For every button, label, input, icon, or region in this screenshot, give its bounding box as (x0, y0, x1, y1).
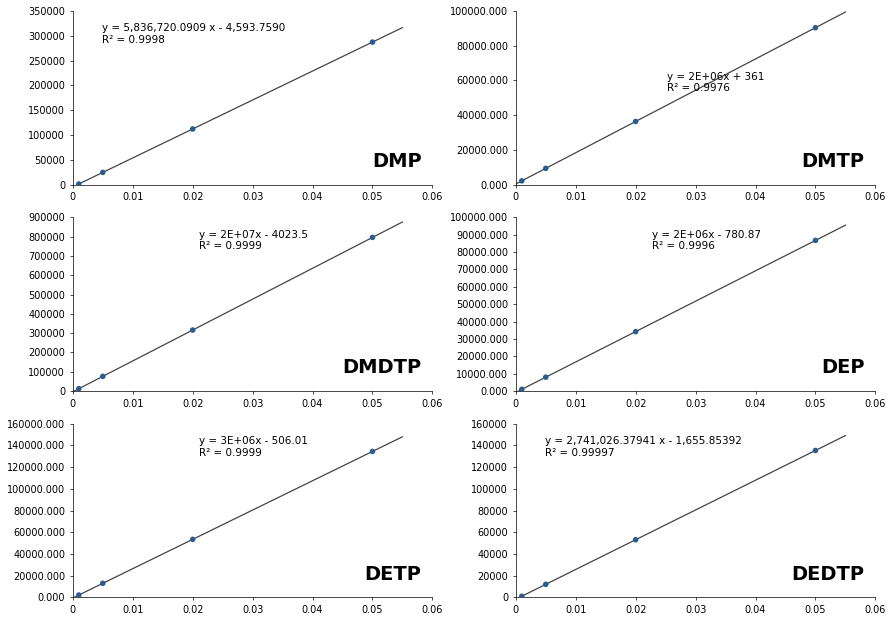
Point (96, 578, 110, 588)
Point (365, 447, 380, 457)
Point (808, 23, 822, 33)
Point (629, 535, 643, 545)
Point (186, 124, 200, 134)
Text: DETP: DETP (364, 565, 421, 583)
Point (629, 327, 643, 337)
Point (629, 116, 643, 126)
Text: y = 2E+06x - 780.87
R² = 0.9996: y = 2E+06x - 780.87 R² = 0.9996 (653, 230, 762, 251)
Point (96, 371, 110, 381)
Point (514, 592, 529, 601)
Text: DMTP: DMTP (802, 152, 864, 170)
Point (514, 176, 529, 186)
Point (365, 37, 380, 47)
Point (808, 236, 822, 246)
Point (186, 534, 200, 544)
Point (96, 167, 110, 177)
Text: DMP: DMP (372, 152, 421, 170)
Text: DEDTP: DEDTP (791, 565, 864, 583)
Point (71, 384, 86, 394)
Text: y = 2E+06x + 361
R² = 0.9976: y = 2E+06x + 361 R² = 0.9976 (667, 72, 764, 93)
Text: y = 5,836,720.0909 x - 4,593.7590
R² = 0.9998: y = 5,836,720.0909 x - 4,593.7590 R² = 0… (102, 23, 285, 45)
Text: DEP: DEP (821, 358, 864, 377)
Point (538, 579, 553, 589)
Point (365, 233, 380, 243)
Point (808, 445, 822, 455)
Text: y = 2E+07x - 4023.5
R² = 0.9999: y = 2E+07x - 4023.5 R² = 0.9999 (198, 230, 308, 251)
Point (71, 590, 86, 600)
Point (538, 372, 553, 382)
Point (71, 179, 86, 189)
Point (514, 384, 529, 394)
Point (538, 164, 553, 174)
Text: y = 3E+06x - 506.01
R² = 0.9999: y = 3E+06x - 506.01 R² = 0.9999 (198, 436, 307, 458)
Point (186, 325, 200, 335)
Text: DMDTP: DMDTP (343, 358, 421, 377)
Text: y = 2,741,026.37941 x - 1,655.85392
R² = 0.99997: y = 2,741,026.37941 x - 1,655.85392 R² =… (545, 436, 741, 458)
